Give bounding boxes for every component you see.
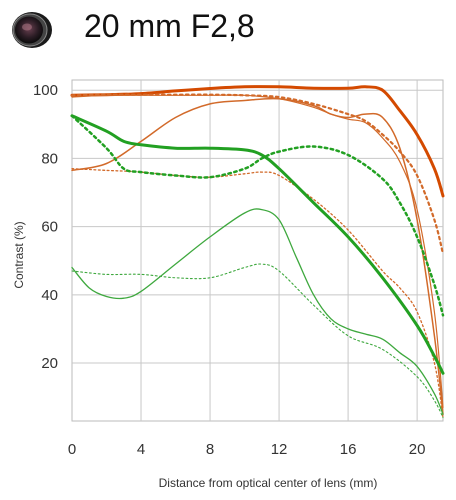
y-tick-label: 80 <box>41 150 58 167</box>
series-line-7 <box>70 114 445 317</box>
y-axis-label: Contrast (%) <box>12 221 26 288</box>
x-tick-label: 4 <box>137 441 145 458</box>
plot-area <box>71 79 444 422</box>
series-line-1 <box>70 85 445 198</box>
y-tick-label: 40 <box>41 287 58 304</box>
lens-icon <box>6 10 54 50</box>
x-tick-label: 8 <box>206 441 214 458</box>
ticks: 0 4 8 12 16 20 20 40 60 80 100 <box>33 82 425 458</box>
chart-title: 20 mm F2,8 <box>84 8 255 44</box>
series-line-9 <box>71 263 444 419</box>
series-line-8 <box>71 208 444 415</box>
y-tick-label: 20 <box>41 355 58 372</box>
x-axis-label: Distance from optical center of lens (mm… <box>159 476 378 490</box>
series-line-4 <box>70 93 445 255</box>
y-tick-label: 100 <box>33 82 58 99</box>
y-tick-label: 60 <box>41 219 58 236</box>
x-tick-label: 16 <box>340 441 357 458</box>
x-tick-label: 12 <box>271 441 288 458</box>
x-tick-label: 20 <box>409 441 426 458</box>
series-line-6 <box>70 114 445 375</box>
series-group <box>70 85 445 419</box>
x-tick-label: 0 <box>68 441 76 458</box>
grid <box>72 80 443 421</box>
chart-header: 20 mm F2,8 <box>0 0 456 62</box>
